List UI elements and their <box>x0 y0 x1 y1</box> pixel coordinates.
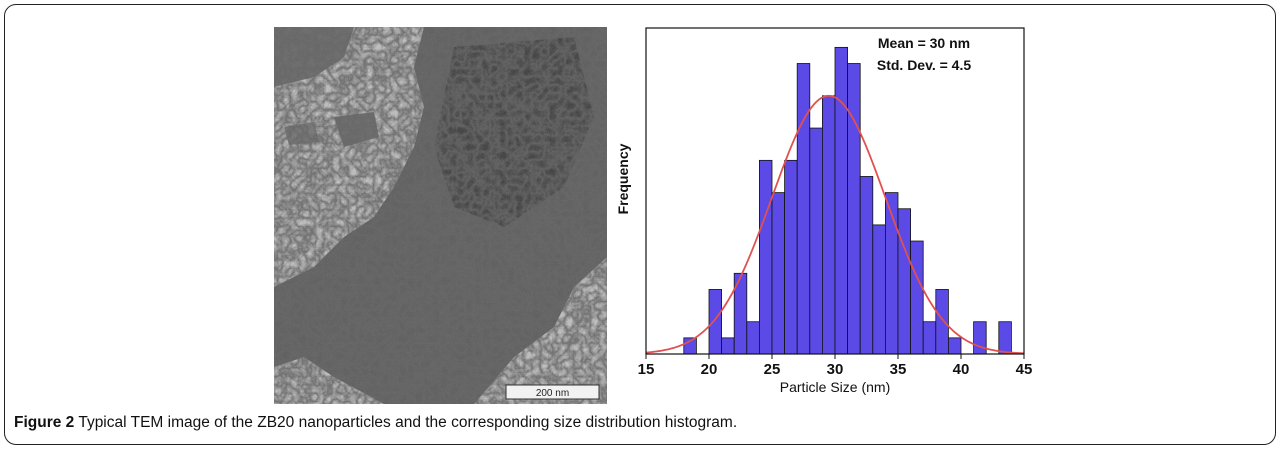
histogram-bar <box>998 321 1012 355</box>
x-axis-label: Particle Size (nm) <box>780 379 890 395</box>
scale-bar-box <box>505 384 600 400</box>
histogram-bar <box>746 321 760 355</box>
histogram-bar <box>897 208 911 355</box>
histogram-bar <box>922 321 937 355</box>
histogram-bar <box>758 159 773 355</box>
histogram-bar <box>821 95 836 355</box>
histogram-bar <box>784 159 798 355</box>
histogram-bar <box>771 192 785 355</box>
histogram-bar <box>935 289 949 355</box>
histogram-bar <box>721 337 735 355</box>
x-tick-label: 20 <box>701 361 718 378</box>
scale-bar-label: 200 nm <box>536 388 569 399</box>
histogram-bar <box>973 321 987 355</box>
x-tick-label: 15 <box>638 361 655 378</box>
size-histogram: 15 20 25 30 35 40 45 Particle Size (nm) Frequenc… <box>615 27 1033 395</box>
histogram-bar <box>708 289 723 355</box>
stats-annotation: Std. Dev. = 4.5 <box>877 57 971 73</box>
normal-fit-curve <box>645 94 1025 355</box>
histogram-bar <box>834 46 848 355</box>
x-tick-label: 35 <box>890 361 907 378</box>
x-tick-label: 40 <box>953 361 970 378</box>
figure-frame <box>4 4 1276 445</box>
x-tick-label: 25 <box>764 361 781 378</box>
figure-caption: Figure 2 Typical TEM image of the ZB20 n… <box>14 414 737 432</box>
stats-annotation: Mean = 30 nm <box>878 35 970 51</box>
histogram-bar <box>910 240 924 355</box>
figure-label: Figure 2 <box>14 414 75 431</box>
caption-text: Typical TEM image of the ZB20 nanopartic… <box>78 414 738 431</box>
x-tick-label: 30 <box>827 361 844 378</box>
tem-image: 200 nm <box>274 27 607 404</box>
histogram-bar <box>947 337 962 355</box>
histogram-bar <box>859 176 874 355</box>
histogram-bar <box>872 224 886 355</box>
histogram-bar <box>847 63 861 355</box>
histogram-bar <box>809 127 823 355</box>
histogram-bar <box>796 63 811 355</box>
x-tick-label: 45 <box>1016 361 1033 378</box>
y-axis-label: Frequency <box>615 143 631 214</box>
